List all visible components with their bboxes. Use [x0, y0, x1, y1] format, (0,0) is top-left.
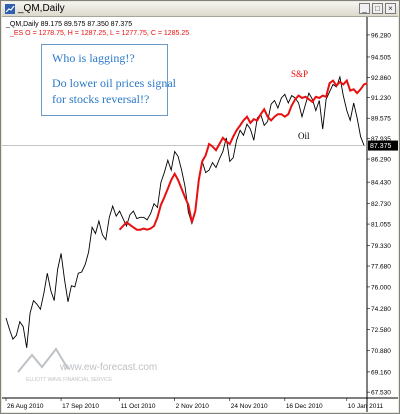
- oil-series-line: [5, 75, 365, 348]
- annotation-box: Who is lagging!? Do lower oil prices sig…: [41, 44, 176, 116]
- watermark-url: www.ew-forecast.com: [59, 362, 157, 373]
- y-tick-label: 96.280: [371, 32, 391, 39]
- x-tick-label: 10 Jan 2011: [348, 403, 384, 410]
- y-tick-label: 72.580: [371, 327, 391, 334]
- y-tick-label: 70.880: [371, 348, 391, 355]
- sp-series-line: [118, 78, 368, 231]
- x-tick-label: 17 Sep 2010: [62, 403, 99, 410]
- x-tick-label: 2 Nov 2010: [176, 403, 210, 410]
- x-tick-label: 11 Oct 2010: [121, 403, 156, 410]
- y-tick-label: 89.575: [371, 116, 391, 123]
- y-tick-label: 94.505: [371, 54, 391, 61]
- y-tick-label: 86.290: [371, 157, 391, 164]
- close-button[interactable]: ×: [385, 3, 396, 14]
- chart-window-icon: [5, 4, 15, 14]
- y-axis: 96.280 94.505 92.860 91.230 89.575 87.935 86.2…: [367, 32, 391, 397]
- x-tick-label: 24 Nov 2010: [231, 403, 268, 410]
- y-tick-label: 67.530: [371, 390, 391, 397]
- y-tick-label: 79.330: [371, 243, 391, 250]
- annotation-line-2: Do lower oil prices signal: [52, 76, 176, 90]
- y-tick-label: 91.230: [371, 95, 391, 102]
- window-title: _QM,Daily: [18, 3, 65, 14]
- oil-ohlc-header: _QM,Daily 89.175 89.575 87.350 87.375: [5, 21, 132, 28]
- es-ohlc-header: _ES O = 1278.75, H = 1287.25, L = 1277.7…: [9, 30, 189, 37]
- watermark-company: ELLIOTT WAVE FINANCIAL SERVICE: [26, 377, 113, 383]
- watermark: www.ew-forecast.com ELLIOTT WAVE FINANCI…: [17, 347, 157, 383]
- y-tick-label: 76.000: [371, 284, 391, 291]
- annotation-line-1: Who is lagging!?: [52, 51, 135, 65]
- current-price-marker: 87.375: [368, 140, 398, 151]
- x-tick-label: 16 Dec 2010: [286, 403, 323, 410]
- watermark-logo-icon: [17, 347, 69, 373]
- y-tick-label: 92.860: [371, 75, 391, 82]
- annotation-line-3: for stocks reversal!?: [52, 92, 150, 106]
- maximize-button[interactable]: □: [372, 3, 383, 14]
- x-tick-label: 26 Aug 2010: [7, 403, 44, 410]
- sp-series-label: S&P: [291, 69, 308, 79]
- y-tick-label: 82.730: [371, 201, 391, 208]
- minimize-button[interactable]: _: [359, 3, 370, 14]
- y-tick-label: 77.680: [371, 264, 391, 271]
- y-tick-label: 84.430: [371, 180, 391, 187]
- x-axis: 26 Aug 2010 17 Sep 2010 11 Oct 2010 2 Nov 2…: [5, 398, 384, 410]
- oil-series-label: Oil: [298, 131, 310, 141]
- y-tick-label: 81.055: [371, 222, 391, 229]
- y-tick-label: 69.160: [371, 369, 391, 376]
- y-tick-label: 87.935: [371, 136, 391, 143]
- y-tick-label: 74.280: [371, 306, 391, 313]
- current-price-label: 87.375: [370, 143, 392, 150]
- title-bar[interactable]: _QM,Daily _ □ ×: [2, 2, 398, 17]
